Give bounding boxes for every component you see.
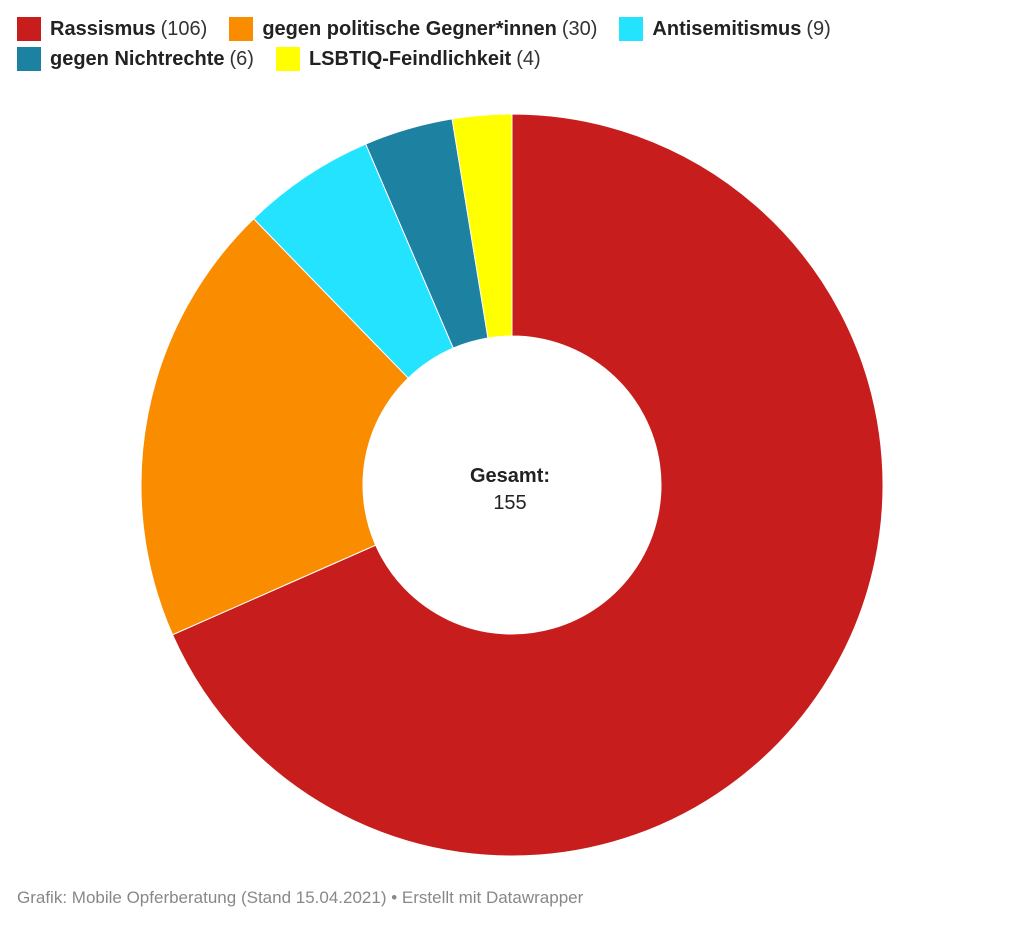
legend-item-rassismus: Rassismus (106) <box>17 17 207 41</box>
legend-swatch-lsbtiq <box>275 47 300 71</box>
donut-slices <box>140 113 884 857</box>
chart-footer: Grafik: Mobile Opferberatung (Stand 15.0… <box>17 888 584 907</box>
legend-label-lsbtiq: LSBTIQ-Feindlichkeit <box>308 47 512 70</box>
legend-count-nichtrechte: (6) <box>229 47 254 70</box>
legend-item-lsbtiq: LSBTIQ-Feindlichkeit (4) <box>275 47 541 71</box>
legend-label-politische-gegner: gegen politische Gegner*innen <box>262 17 557 40</box>
legend: Rassismus (106) gegen politische Gegner*… <box>17 14 1007 74</box>
legend-label-antisemitismus: Antisemitismus <box>652 17 802 40</box>
legend-label-nichtrechte: gegen Nichtrechte <box>50 47 225 70</box>
legend-count-rassismus: (106) <box>160 17 208 40</box>
legend-swatch-nichtrechte <box>17 47 41 71</box>
donut-slice-0 <box>171 113 884 857</box>
legend-item-antisemitismus: Antisemitismus (9) <box>619 17 831 41</box>
legend-count-politische-gegner: (30) <box>561 17 598 40</box>
legend-swatch-politische-gegner <box>229 17 254 41</box>
donut-slice-4 <box>451 113 513 339</box>
legend-row-1: Rassismus (106) gegen politische Gegner*… <box>17 14 1007 44</box>
legend-swatch-antisemitismus <box>619 17 644 41</box>
donut-center-label: Gesamt: <box>470 465 550 487</box>
legend-swatch-rassismus <box>17 17 41 41</box>
legend-item-nichtrechte: gegen Nichtrechte (6) <box>17 47 254 71</box>
legend-count-antisemitismus: (9) <box>806 17 831 40</box>
donut-slice-1 <box>140 217 409 636</box>
donut-chart: Gesamt: 155 <box>140 113 884 857</box>
legend-item-politische-gegner: gegen politische Gegner*innen (30) <box>229 17 597 41</box>
donut-center-value: 155 <box>493 492 526 514</box>
legend-label-rassismus: Rassismus <box>50 17 156 40</box>
legend-count-lsbtiq: (4) <box>516 47 541 70</box>
legend-row-2: gegen Nichtrechte (6) LSBTIQ-Feindlichke… <box>17 44 1007 74</box>
